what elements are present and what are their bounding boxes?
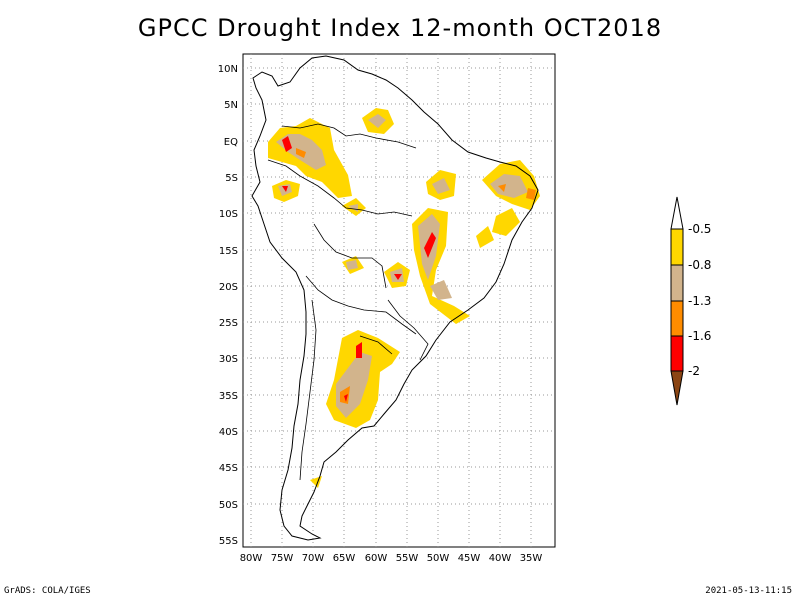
drought-region-yellow	[476, 226, 494, 248]
drought-region-tan	[432, 178, 450, 194]
colorbar-label: -1.3	[688, 294, 711, 308]
colorbar-tan-segment	[670, 264, 684, 302]
footer-timestamp: 2021-05-13-11:15	[705, 586, 792, 596]
colorbar-label: -2	[688, 364, 700, 378]
lat-tick-label: 5S	[225, 173, 238, 184]
colorbar-label: -1.6	[688, 329, 711, 343]
lon-tick-label: 70W	[302, 553, 325, 564]
drought-region-red	[424, 232, 436, 258]
lon-tick-label: 60W	[365, 553, 388, 564]
lat-tick-label: 55S	[219, 536, 238, 547]
lat-tick-label: 35S	[219, 391, 238, 402]
drought-region-tan	[430, 280, 452, 300]
country-borders	[267, 123, 429, 481]
lat-tick-label: 45S	[219, 463, 238, 474]
drought-region-yellow	[492, 208, 520, 236]
lon-tick-label: 35W	[520, 553, 543, 564]
lat-tick-labels: 10N 5N EQ 5S 10S 15S 20S 25S 30S 35S 40S…	[218, 64, 238, 547]
lon-tick-label: 55W	[396, 553, 419, 564]
drought-region-orange	[340, 386, 350, 404]
colorbar-bottom-triangle	[670, 370, 684, 406]
drought-regions	[268, 108, 540, 488]
lon-tick-label: 50W	[427, 553, 450, 564]
drought-region-red	[282, 186, 288, 192]
drought-region-red	[394, 274, 402, 280]
lat-tick-label: 40S	[219, 427, 238, 438]
lon-tick-label: 75W	[271, 553, 294, 564]
lon-tick-label: 80W	[240, 553, 263, 564]
continent-outline	[251, 55, 539, 541]
lat-tick-label: 30S	[219, 354, 238, 365]
drought-region-tan	[368, 114, 386, 128]
colorbar-yellow-segment	[670, 228, 684, 266]
drought-region-orange	[296, 148, 306, 158]
footer-credit: GrADS: COLA/IGES	[4, 586, 91, 596]
lat-tick-label: 20S	[219, 282, 238, 293]
lat-tick-label: 5N	[224, 100, 238, 111]
colorbar-top-triangle	[670, 196, 684, 230]
lon-tick-label: 40W	[489, 553, 512, 564]
drought-region-red	[282, 136, 292, 152]
lat-tick-label: 15S	[219, 246, 238, 257]
lat-tick-label: 50S	[219, 500, 238, 511]
drought-region-tan	[346, 260, 358, 270]
drought-region-red	[356, 342, 362, 358]
lon-tick-label: 45W	[458, 553, 481, 564]
lat-tick-label: 10N	[218, 64, 238, 75]
colorbar-orange-segment	[670, 300, 684, 337]
drought-region-tan	[490, 174, 528, 198]
drought-region-orange	[498, 184, 506, 192]
lon-tick-label: 65W	[333, 553, 356, 564]
lat-tick-label: EQ	[224, 137, 238, 148]
lon-tick-labels: 80W 75W 70W 65W 60W 55W 50W 45W 40W 35W	[240, 553, 543, 564]
colorbar-red-segment	[670, 335, 684, 372]
colorbar-label: -0.5	[688, 222, 711, 236]
colorbar-label: -0.8	[688, 258, 711, 272]
drought-region-orange	[526, 188, 536, 200]
drought-region-red	[344, 394, 348, 402]
colorbar: -0.5 -0.8 -1.3 -1.6 -2	[670, 196, 711, 406]
drought-region-tan	[348, 204, 358, 212]
chart-title: GPCC Drought Index 12-month OCT2018	[137, 14, 663, 42]
lat-tick-label: 25S	[219, 318, 238, 329]
lat-tick-label: 10S	[219, 209, 238, 220]
